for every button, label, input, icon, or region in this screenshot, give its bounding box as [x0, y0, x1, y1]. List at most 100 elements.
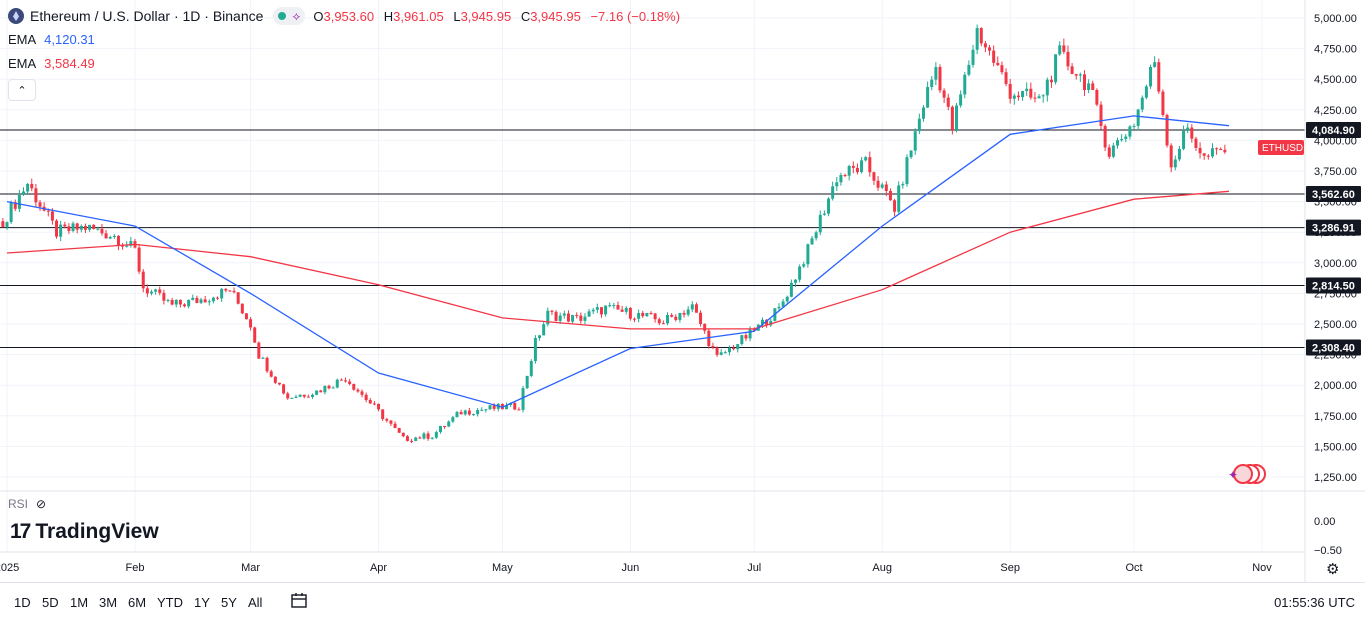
candle-body [71, 223, 75, 231]
price-level-label: 2,308.40 [1312, 342, 1355, 354]
candle-body [566, 313, 570, 322]
candle-body [112, 235, 116, 237]
time-tick-label: Feb [125, 562, 144, 574]
price-level-tag [1306, 277, 1361, 294]
candle-body [513, 403, 517, 410]
collapse-legend-button[interactable]: ⌃ [8, 79, 36, 101]
candle-body [1078, 74, 1082, 76]
timeframe-button[interactable]: 6M [128, 595, 147, 610]
candle-body [1000, 65, 1004, 73]
candle-body [121, 245, 125, 247]
candle-body [707, 330, 711, 346]
candle-body [583, 316, 587, 321]
candle-body [154, 289, 158, 292]
candle-body [1165, 115, 1169, 146]
candle-body [1149, 66, 1153, 87]
candle-body [732, 347, 736, 350]
time-tick-label: Sep [1000, 562, 1020, 574]
timeframe-button[interactable]: All [248, 595, 263, 610]
timeframe-button[interactable]: 5D [42, 595, 59, 610]
candle-body [46, 210, 50, 212]
candle-body [909, 150, 913, 158]
price-change: −7.16 (−0.18%) [590, 8, 681, 24]
candle-body [1120, 139, 1124, 141]
candle-body [657, 319, 661, 324]
candle-body [781, 301, 785, 307]
candle-body [240, 303, 244, 314]
timeframe-button[interactable]: 1Y [194, 595, 210, 610]
candle-body [880, 184, 884, 188]
candle-body [810, 238, 814, 245]
ema-fast-legend[interactable]: EMA 4,120.31 [8, 32, 95, 47]
candle-body [451, 417, 455, 422]
candle-body [1037, 96, 1041, 99]
calendar-range-icon[interactable] [290, 592, 308, 610]
ema-slow-legend[interactable]: EMA 3,584.49 [8, 56, 95, 71]
price-level-label: 2,814.50 [1312, 281, 1355, 293]
candle-body [352, 383, 356, 390]
candle-body [22, 191, 26, 196]
tradingview-logo[interactable]: 17 TradingView [10, 520, 159, 543]
candle-body [1198, 147, 1202, 154]
candle-body [777, 306, 781, 309]
candle-body [480, 409, 484, 411]
candle-body [141, 271, 145, 289]
timeframe-button[interactable]: YTD [157, 595, 183, 610]
candle-body [1144, 86, 1148, 98]
candle-body [55, 220, 59, 237]
candle-body [257, 342, 261, 359]
utc-clock[interactable]: 01:55:36 UTC [1274, 595, 1355, 610]
settings-gear-icon[interactable]: ⚙ [1326, 561, 1340, 578]
candle-body [286, 393, 290, 399]
candle-body [893, 200, 897, 212]
symbol-title[interactable]: Ethereum / U.S. Dollar · 1D · Binance [30, 8, 264, 24]
candle-body [187, 299, 191, 307]
candle-body [116, 235, 120, 246]
candle-body [372, 403, 376, 405]
candle-body [26, 183, 30, 192]
candle-body [1202, 153, 1206, 156]
candle-body [158, 289, 162, 293]
candle-body [174, 299, 178, 305]
candle-body [666, 315, 670, 324]
tradingview-mark-icon: 17 [10, 520, 31, 543]
candle-body [1054, 54, 1058, 83]
timeframe-button[interactable]: 1M [70, 595, 89, 610]
candle-body [348, 381, 352, 384]
candle-body [100, 228, 104, 234]
candle-body [1210, 148, 1214, 157]
candle-body [575, 315, 579, 317]
candle-body [562, 313, 566, 316]
candle-body [277, 382, 281, 385]
timeframe-button[interactable]: 3M [99, 595, 118, 610]
candle-body [897, 185, 901, 212]
rsi-legend[interactable]: RSI ⊘ [8, 497, 47, 511]
candle-body [967, 64, 971, 75]
candle-body [310, 394, 314, 397]
candle-body [641, 312, 645, 317]
candle-body [224, 288, 228, 291]
candle-body [711, 345, 715, 348]
candle-body [306, 396, 310, 398]
candle-body [459, 412, 463, 415]
candle-body [839, 175, 843, 183]
candle-body [736, 344, 740, 350]
candle-body [290, 397, 294, 399]
price-level-label: 4,084.90 [1312, 125, 1355, 137]
timeframe-button[interactable]: 1D [14, 595, 31, 610]
eye-off-icon[interactable]: ⊘ [36, 497, 47, 511]
timeframe-button[interactable]: 5Y [221, 595, 237, 610]
candle-body [484, 409, 488, 411]
candle-body [835, 182, 839, 187]
candle-body [752, 328, 756, 331]
candle-body [888, 190, 892, 201]
candle-body [917, 118, 921, 132]
market-status[interactable]: ⟡ [273, 7, 306, 25]
candle-body [199, 299, 203, 303]
market-open-dot-icon [278, 12, 287, 20]
candle-body [950, 106, 954, 130]
candle-body [414, 437, 418, 441]
time-tick-label: Aug [872, 562, 892, 574]
candle-body [946, 97, 950, 107]
